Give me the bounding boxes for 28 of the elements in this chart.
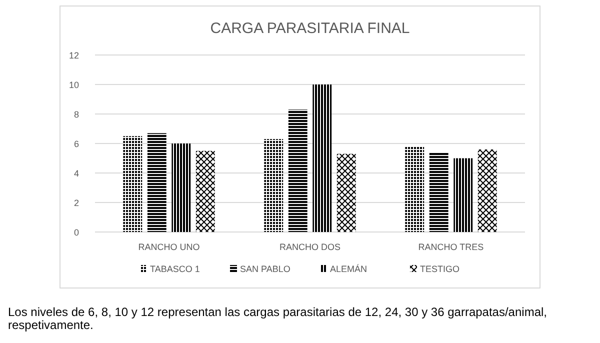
y-tick-label: 4	[74, 168, 79, 178]
bar	[336, 154, 356, 232]
bar	[312, 84, 332, 232]
bar	[147, 133, 166, 232]
bar	[264, 139, 284, 232]
y-tick-label: 12	[68, 50, 79, 60]
y-tick-label: 2	[74, 198, 79, 208]
bar	[405, 146, 424, 232]
legend-label: TABASCO 1	[150, 264, 200, 274]
text: Los niveles de 6, 8, 10 y 12 representan las cargas parasitarias de 12, 24, 30 y 36 garrapatas/animal, respetivamente.	[8, 305, 547, 332]
bar	[454, 158, 473, 232]
bar	[123, 136, 142, 232]
bar	[196, 150, 215, 232]
x-tick-label: RANCHO TRES	[418, 242, 484, 252]
legend-label: SAN PABLO	[240, 264, 290, 274]
y-tick-label: 8	[74, 110, 79, 120]
chart-title: CARGA PARASITARIA FINAL	[210, 20, 410, 37]
x-tick-label: RANCHO UNO	[138, 242, 200, 252]
bar	[172, 144, 191, 232]
bar	[288, 110, 308, 232]
legend-label: TESTIGO	[420, 264, 460, 274]
bar	[429, 152, 448, 232]
bar	[478, 149, 497, 232]
y-tick-label: 6	[74, 139, 79, 149]
x-tick-label: RANCHO DOS	[279, 242, 341, 252]
legend-label: ALEMÁN	[330, 264, 368, 274]
y-tick-label: 10	[68, 80, 79, 90]
y-tick-label: 0	[74, 228, 79, 238]
